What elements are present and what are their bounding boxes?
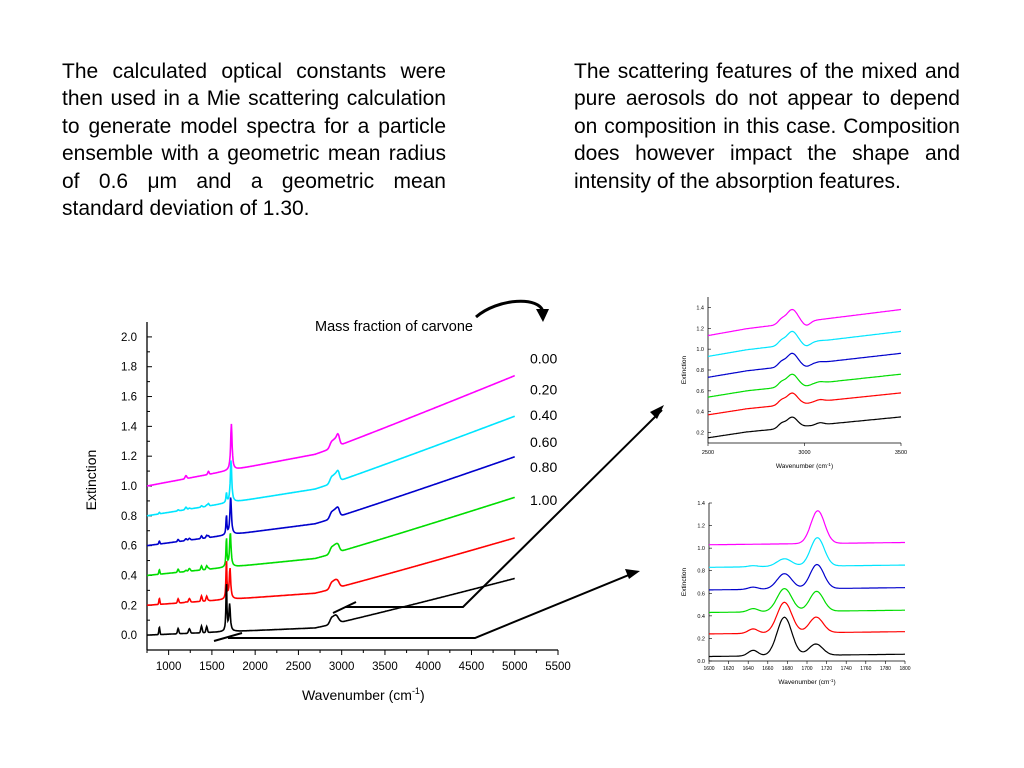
inset-bottom-series-line [709, 537, 905, 568]
series-line-0.00 [146, 374, 515, 487]
main-chart: 0.0 0.2 0.4 0.6 0.8 1.0 1.2 1.4 1.6 1.8 2.0 1000 150… [83, 322, 571, 703]
inset-bottom-series-line [708, 510, 905, 546]
inset-top-series-line [707, 330, 902, 357]
x-tick-label: 1500 [199, 661, 225, 673]
inset-top-y-tick-label: 0.2 [696, 431, 704, 437]
x-tick-label: 3500 [372, 661, 398, 673]
y-axis-title: Extinction [83, 450, 99, 511]
inset-chart-ch-stretch: 0.2 0.4 0.6 0.8 1.0 1.2 1.4 2500 3000 3500 Wavenum… [681, 297, 907, 470]
x-tick-label: 4000 [415, 661, 441, 673]
inset-bottom-x-tick-label: 1740 [841, 666, 852, 672]
inset-bottom-y-tick-label: 1.2 [697, 524, 705, 530]
x-tick-label: 3000 [329, 661, 355, 673]
inset-top-y-tick-label: 0.8 [696, 368, 704, 374]
y-tick-label: 0.2 [121, 600, 137, 612]
inset-bottom-series-line [709, 616, 905, 658]
inset-top-series-line [707, 392, 902, 416]
legend-label-0.80: 0.80 [530, 459, 557, 475]
inset-bottom-y-tick-label: 0.8 [697, 569, 705, 575]
series-line-0.40 [147, 456, 515, 547]
inset-bottom-x-tick-label: 1720 [821, 666, 832, 672]
inset-top-y-tick-label: 0.4 [696, 410, 704, 416]
inset-top-series-line [707, 352, 902, 378]
inset-bottom-series-line [709, 563, 906, 591]
inset-top-series-line [707, 373, 902, 398]
inset-top-y-tick-label: 1.2 [696, 326, 704, 332]
legend-label-0.60: 0.60 [530, 434, 557, 450]
legend-label-0.40: 0.40 [530, 407, 557, 423]
x-tick-label: 4500 [459, 661, 485, 673]
inset-bottom-x-tick-label: 1620 [723, 666, 734, 672]
series-line-0.60 [147, 496, 516, 577]
inset-bottom-y-tick-label: 0.0 [697, 659, 705, 665]
y-tick-label: 0.8 [121, 511, 137, 523]
zoom-arrow-top [332, 405, 664, 614]
inset-bottom-x-tick-label: 1600 [703, 666, 714, 672]
x-tick-label: 2000 [242, 661, 268, 673]
inset-bottom-y-tick-label: 1.4 [697, 501, 705, 507]
x-axis-title: Wavenumber (cm-1) [302, 686, 425, 703]
inset-bottom-x-tick-label: 1660 [762, 666, 773, 672]
inset-chart-carbonyl: 0.0 0.2 0.4 0.6 0.8 1.0 1.2 1.4 1600 1620 1640 1660… [681, 501, 911, 686]
inset-top-y-axis-title: Extinction [681, 356, 688, 385]
inset-top-y-tick-label: 1.0 [696, 347, 704, 353]
y-tick-label: 1.8 [121, 362, 137, 374]
inset-top-series-line [707, 308, 902, 337]
y-tick-label: 0.4 [121, 570, 138, 582]
series-line-0.20 [146, 415, 516, 517]
inset-bottom-y-tick-label: 0.6 [697, 591, 705, 597]
x-tick-label: 5000 [502, 661, 528, 673]
inset-bottom-y-tick-label: 0.4 [697, 614, 705, 620]
annotation-curved-arrow [475, 299, 545, 319]
inset-top-x-tick-label: 3000 [798, 450, 810, 456]
annotation-label: Mass fraction of carvone [315, 319, 473, 335]
inset-top-y-tick-label: 1.4 [696, 305, 704, 311]
inset-bottom-series-line [709, 587, 905, 614]
legend-label-0.20: 0.20 [530, 382, 557, 398]
inset-top-series-line [707, 416, 902, 439]
y-tick-label: 1.0 [121, 481, 137, 493]
inset-bottom-x-tick-label: 1700 [801, 666, 812, 672]
legend-label-0.00: 0.00 [530, 350, 557, 366]
inset-top-y-tick-label: 0.6 [696, 389, 704, 395]
paragraph-right: The scattering features of the mixed and… [574, 60, 960, 193]
inset-bottom-y-axis-title: Extinction [681, 568, 688, 597]
inset-bottom-x-tick-label: 1800 [899, 666, 910, 672]
x-tick-label: 5500 [545, 661, 571, 673]
inset-top-x-axis-title: Wavenumber (cm-1) [776, 462, 833, 470]
inset-bottom-y-tick-label: 0.2 [697, 636, 705, 642]
y-tick-label: 0.6 [121, 541, 137, 553]
inset-bottom-x-tick-label: 1640 [743, 666, 754, 672]
x-tick-label: 2500 [286, 661, 312, 673]
y-tick-label: 1.2 [121, 451, 137, 463]
series-line-1.00 [147, 577, 515, 636]
y-tick-label: 2.0 [121, 332, 137, 344]
inset-bottom-x-axis-title: Wavenumber (cm-1) [778, 678, 835, 686]
y-tick-label: 0.0 [121, 630, 137, 642]
inset-bottom-x-tick-label: 1760 [860, 666, 871, 672]
legend-label-1.00: 1.00 [530, 492, 557, 508]
series-line-0.80 [146, 537, 515, 607]
paragraph-left: The calculated optical constants were th… [62, 60, 446, 221]
inset-bottom-x-tick-label: 1780 [880, 666, 891, 672]
x-tick-label: 1000 [156, 661, 182, 673]
inset-top-x-tick-label: 3500 [895, 450, 907, 456]
y-tick-label: 1.6 [121, 392, 137, 404]
inset-bottom-x-tick-label: 1680 [782, 666, 793, 672]
zoom-arrow-bottom [213, 569, 640, 642]
inset-bottom-y-tick-label: 1.0 [697, 546, 705, 552]
inset-bottom-series-line [709, 601, 905, 635]
y-tick-label: 1.4 [121, 421, 138, 433]
inset-top-x-tick-label: 2500 [702, 450, 714, 456]
annotation-arrowhead [536, 309, 549, 322]
